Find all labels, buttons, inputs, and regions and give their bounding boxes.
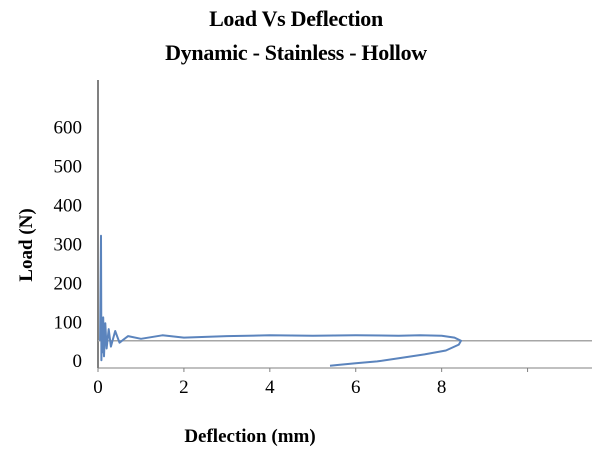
y-tick-label: 300 (54, 234, 83, 255)
y-axis-label: Load (N) (16, 208, 37, 281)
y-tick-label: 0 (73, 351, 83, 372)
chart-title: Load Vs Deflection (209, 6, 383, 31)
y-tick-label: 200 (54, 273, 83, 294)
x-tick-label: 8 (437, 377, 447, 398)
x-tick-label: 6 (351, 377, 361, 398)
y-tick-label: 400 (54, 196, 83, 217)
y-tick-label: 600 (54, 118, 83, 139)
chart-subtitle: Dynamic - Stainless - Hollow (165, 40, 427, 65)
y-tick-label: 100 (54, 312, 83, 333)
series-line (99, 234, 462, 367)
x-tick-label: 2 (179, 377, 189, 398)
x-tick-label: 0 (93, 377, 103, 398)
x-axis-label: Deflection (mm) (184, 426, 315, 447)
y-tick-label: 500 (54, 157, 83, 178)
x-tick-label: 4 (265, 377, 275, 398)
